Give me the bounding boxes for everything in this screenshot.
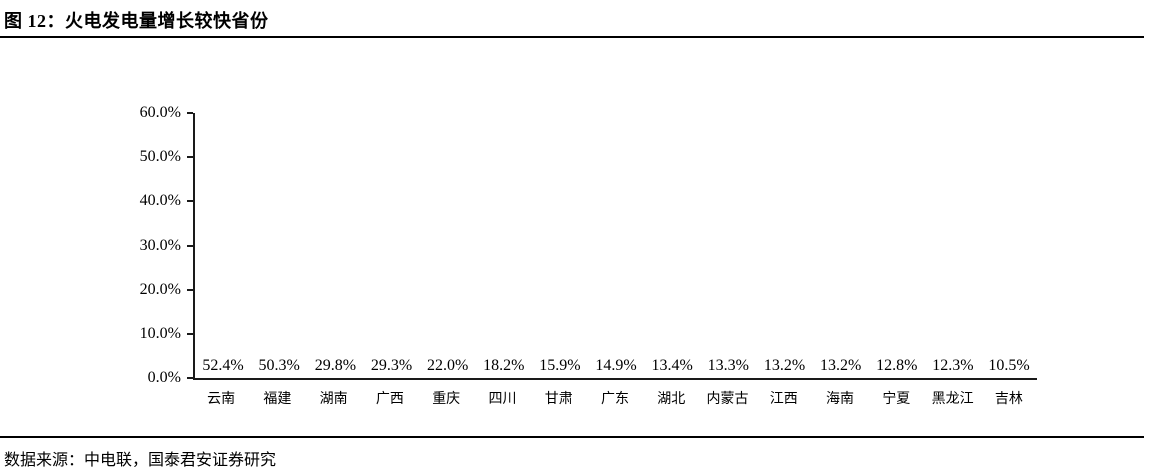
y-axis-tick-label: 20.0% [139, 280, 181, 298]
bar-value-label: 13.2% [763, 357, 806, 375]
bar-value-label: 13.3% [707, 357, 749, 375]
title-divider [0, 36, 1144, 38]
data-source-note: 数据来源：中电联，国泰君安证券研究 [4, 452, 277, 469]
bar-value-label: 12.3% [932, 357, 974, 375]
x-axis-category-label: 湖北 [657, 392, 686, 407]
x-axis-category-label: 海南 [826, 392, 855, 407]
y-axis-tick [187, 244, 193, 247]
x-axis-labels: 云南 福建 湖南 广西 重庆 四川 甘肃 广东 湖北 内蒙古 江西 海南 宁夏 黑龙江 吉林 [193, 388, 1037, 408]
x-axis-category-label: 甘肃 [544, 392, 573, 407]
x-axis-category-label: 黑龙江 [931, 392, 974, 407]
bar-group: 12.3% [925, 357, 981, 378]
bar-value-label: 29.8% [314, 357, 357, 375]
figure-title: 图 12：火电发电量增长较快省份 [4, 11, 269, 31]
bar-value-label: 10.5% [988, 357, 1030, 375]
x-axis-category-label: 湖南 [319, 392, 348, 407]
bar-group: 13.3% [700, 357, 756, 378]
bar-value-label: 50.3% [258, 357, 300, 375]
bar-value-label: 29.3% [370, 357, 413, 375]
bar-value-label: 13.4% [651, 357, 693, 375]
x-axis-category-label: 云南 [207, 392, 236, 407]
y-axis-tick [187, 156, 193, 159]
footer-divider [0, 436, 1144, 438]
bar-group: 18.2% [476, 357, 532, 378]
bar-group: 10.5% [981, 357, 1037, 378]
x-axis-category-label: 重庆 [432, 392, 461, 407]
y-axis-tick [187, 200, 193, 203]
x-axis-category-label: 宁夏 [882, 392, 911, 407]
bars-container: 52.4% 50.3% 29.8% 29.3% 22.0% 18.2% 15.9% 14.9%… [195, 113, 1037, 378]
y-axis-tick-label: 50.0% [139, 148, 181, 166]
y-axis-tick [187, 288, 193, 291]
bar-group: 29.3% [363, 357, 419, 378]
bar-group: 13.2% [756, 357, 812, 378]
y-axis-tick-label: 30.0% [139, 236, 181, 254]
x-axis-category-label: 广西 [375, 392, 404, 407]
bar-group: 15.9% [532, 357, 588, 378]
bar-value-label: 18.2% [483, 357, 525, 375]
bar-value-label: 14.9% [595, 357, 637, 375]
x-axis-category-label: 吉林 [994, 392, 1023, 407]
bar-group: 14.9% [588, 357, 644, 378]
bar-value-label: 15.9% [539, 357, 581, 375]
bar-group: 50.3% [251, 357, 307, 378]
x-axis-category-label: 广东 [600, 392, 629, 407]
bar-value-label: 13.2% [819, 357, 862, 375]
bar-group: 13.2% [813, 357, 869, 378]
y-axis-tick-label: 0.0% [147, 369, 181, 386]
x-axis-category-label: 江西 [769, 392, 798, 407]
bar-group: 13.4% [644, 357, 700, 378]
y-axis-tick [187, 332, 193, 335]
y-axis-tick [187, 112, 193, 114]
bar-group: 29.8% [307, 357, 363, 378]
y-axis-tick [187, 377, 193, 379]
y-axis-tick-label: 10.0% [139, 324, 181, 342]
y-axis-tick-label: 40.0% [139, 192, 181, 210]
bar-value-label: 22.0% [426, 357, 469, 375]
bar-group: 12.8% [869, 357, 925, 378]
bar-group: 22.0% [420, 357, 476, 378]
x-axis-category-label: 四川 [488, 392, 517, 407]
x-axis-category-label: 福建 [263, 392, 292, 407]
bar-value-label: 52.4% [202, 357, 244, 375]
bar-group: 52.4% [195, 357, 251, 378]
bar-value-label: 12.8% [876, 357, 918, 375]
y-axis-tick-label: 60.0% [139, 104, 181, 121]
plot-area: 52.4% 50.3% 29.8% 29.3% 22.0% 18.2% 15.9% 14.9%… [140, 104, 1037, 386]
x-axis-category-label: 内蒙古 [706, 392, 749, 407]
